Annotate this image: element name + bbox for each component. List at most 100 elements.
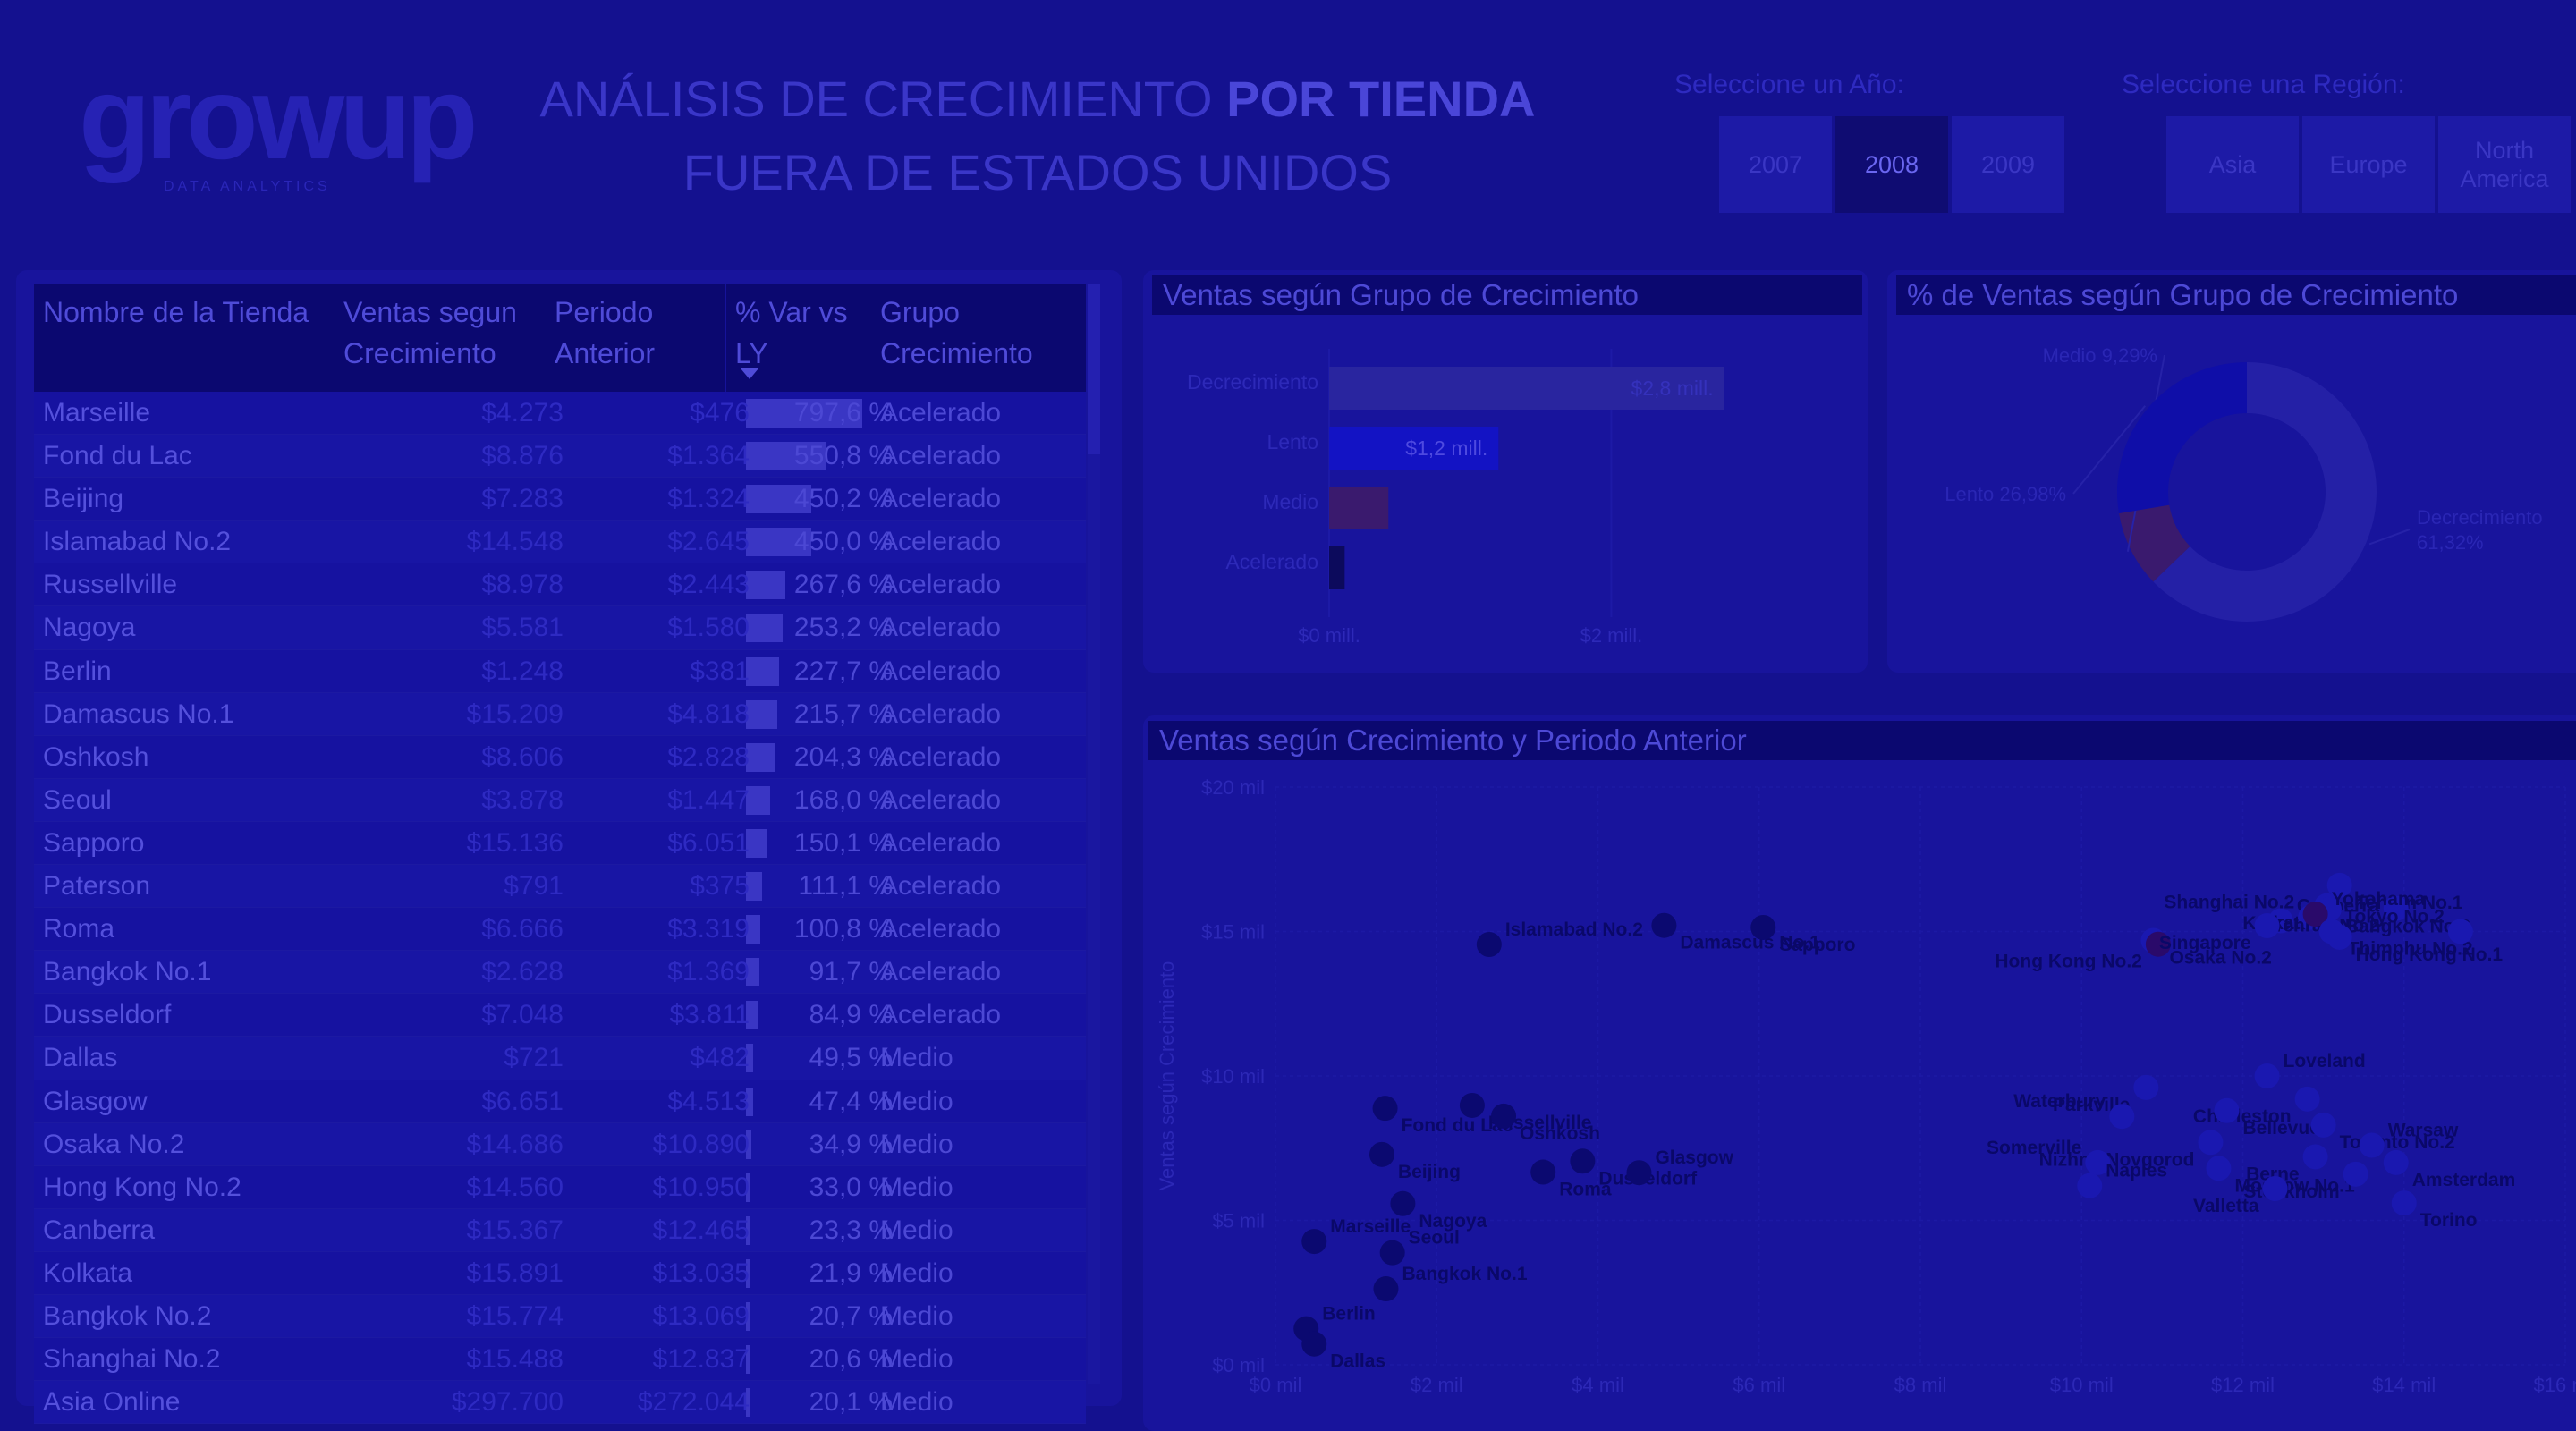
donut-leader-line xyxy=(2072,405,2147,495)
store-name-cell: Berlin xyxy=(43,656,112,686)
growth-group-cell: Acelerado xyxy=(880,613,1002,643)
previous-period-cell: $381 xyxy=(690,656,750,686)
sales-cell: $2.628 xyxy=(481,957,564,987)
table-row[interactable]: Nagoya $5.581 $1.580 253,2 % Acelerado xyxy=(34,606,1086,650)
table-row[interactable]: Paterson $791 $375 111,1 % Acelerado xyxy=(34,865,1086,909)
previous-period-cell: $2.645 xyxy=(667,527,750,557)
bar-category-label: Decrecimiento xyxy=(1187,370,1318,394)
scatter-point-label: Warsaw xyxy=(2388,1121,2459,1141)
table-row[interactable]: Russellville $8.978 $2.443 267,6 % Acelerado xyxy=(34,563,1086,607)
scatter-point-label: Osaka No.2 xyxy=(2169,948,2271,969)
table-scrollbar-thumb[interactable] xyxy=(1088,284,1100,454)
scatter-point-label: Marseille xyxy=(1330,1216,1411,1237)
scatter-point xyxy=(1301,1331,1327,1357)
scatter-point-label: Thimphu No.2 xyxy=(2348,939,2473,960)
column-header-store-name[interactable]: Nombre de la Tienda xyxy=(43,296,309,328)
scatter-point-label: Somerville xyxy=(1987,1138,2081,1158)
bar-value-label: $1,2 mill. xyxy=(1405,436,1487,460)
table-row[interactable]: Kolkata $15.891 $13.035 21,9 % Medio xyxy=(34,1251,1086,1295)
year-slicer-label: Seleccione un Año: xyxy=(1674,70,1904,99)
table-row[interactable]: Damascus No.1 $15.209 $4.818 215,7 % Acelera… xyxy=(34,692,1086,736)
year-option-2007[interactable]: 2007 xyxy=(1719,116,1832,213)
table-row[interactable]: Osaka No.2 $14.686 $10.890 34,9 % Medio xyxy=(34,1122,1086,1166)
bar-chart: $0 mill. $2 mill. Decrecimiento $2,8 mill. L… xyxy=(1187,349,1724,647)
region-option-asia[interactable]: Asia xyxy=(2166,116,2299,213)
scatter-x-tick-label: $8 mil xyxy=(1894,1374,1947,1395)
scatter-point-label: Parkville xyxy=(2053,1095,2130,1115)
table-row[interactable]: Islamabad No.2 $14.548 $2.645 450,0 % Aceler… xyxy=(34,521,1086,564)
growth-group-cell: Acelerado xyxy=(880,914,1002,944)
table-row[interactable]: Marseille $4.273 $476 797,6 % Acelerado xyxy=(34,392,1086,436)
scatter-point-label: Singapore xyxy=(2159,933,2251,953)
region-option-north-america[interactable]: North America xyxy=(2438,116,2571,213)
table-row[interactable]: Bangkok No.2 $15.774 $13.069 20,7 % Medio xyxy=(34,1294,1086,1339)
year-option-2009[interactable]: 2009 xyxy=(1952,116,2064,213)
table-row[interactable]: Dusseldorf $7.048 $3.811 84,9 % Acelerado xyxy=(34,994,1086,1037)
store-name-cell: Shanghai No.2 xyxy=(43,1344,221,1375)
column-divider xyxy=(724,284,726,392)
scatter-point xyxy=(2447,919,2473,944)
table-row[interactable]: Dallas $721 $482 49,5 % Medio xyxy=(34,1037,1086,1080)
scatter-chart-panel xyxy=(1143,716,2576,1431)
store-name-cell: Glasgow xyxy=(43,1086,148,1116)
sales-cell: $8.978 xyxy=(481,570,564,600)
scatter-point-label: Roma xyxy=(1559,1180,1612,1200)
title-line1-regular: ANÁLISIS DE CRECIMIENTO xyxy=(539,71,1227,127)
scatter-point xyxy=(2383,895,2409,921)
table-row[interactable]: Hong Kong No.2 $14.560 $10.950 33,0 % Medio xyxy=(34,1165,1086,1209)
scatter-point-label: Tehran No.1 xyxy=(2356,893,2463,913)
table-row[interactable]: Berlin $1.248 $381 227,7 % Acelerado xyxy=(34,649,1086,693)
title-line2: FUERA DE ESTADOS UNIDOS xyxy=(682,144,1393,200)
bar-x-tick-label: $2 mill. xyxy=(1580,624,1643,647)
column-header-previous-period[interactable]: Periodo Anterior xyxy=(555,296,656,369)
scatter-x-tick-label: $10 mil xyxy=(2050,1374,2114,1395)
var-ly-cell: 20,6 % xyxy=(809,1344,893,1375)
table-row[interactable]: Sapporo $15.136 $6.051 150,1 % Acelerado xyxy=(34,821,1086,866)
table-scrollbar[interactable] xyxy=(1088,284,1100,1384)
table-row[interactable]: Beijing $7.283 $1.324 450,2 % Acelerado xyxy=(34,478,1086,521)
table-row[interactable]: Bangkok No.1 $2.628 $1.369 91,7 % Acelerado xyxy=(34,951,1086,995)
table-row[interactable]: Oshkosh $8.606 $2.828 204,3 % Acelerado xyxy=(34,735,1086,779)
scatter-point xyxy=(2326,872,2352,898)
table-row[interactable]: Seoul $3.878 $1.447 168,0 % Acelerado xyxy=(34,778,1086,822)
table-row[interactable]: Roma $6.666 $3.319 100,8 % Acelerado xyxy=(34,908,1086,952)
scatter-point-label: Berlin xyxy=(1322,1304,1376,1325)
donut-slice-decrecimiento xyxy=(2153,362,2377,622)
previous-period-cell: $13.069 xyxy=(652,1300,750,1331)
growth-group-cell: Acelerado xyxy=(880,784,1002,815)
table-row[interactable]: Glasgow $6.651 $4.513 47,4 % Medio xyxy=(34,1080,1086,1123)
scatter-point xyxy=(2133,1074,2159,1100)
growth-group-cell: Medio xyxy=(880,1257,953,1288)
var-data-bar xyxy=(746,571,785,600)
table-row[interactable]: Fond du Lac $8.876 $1.364 550,8 % Acelerado xyxy=(34,435,1086,478)
table-row[interactable]: Asia Online $297.700 $272.044 20,1 % Medio xyxy=(34,1381,1086,1425)
sales-cell: $6.666 xyxy=(481,914,564,944)
logo-subtitle: DATA ANALYTICS xyxy=(164,179,331,194)
donut-slice-lento xyxy=(2117,362,2247,513)
scatter-point xyxy=(1368,1141,1394,1167)
year-option-2008[interactable]: 2008 xyxy=(1835,116,1948,213)
scatter-point-label: Fond du Lac xyxy=(1402,1115,1513,1136)
growth-group-cell: Acelerado xyxy=(880,1000,1002,1030)
var-ly-cell: 33,0 % xyxy=(809,1172,893,1202)
scatter-point xyxy=(1530,1159,1556,1185)
var-data-bar xyxy=(746,699,778,729)
column-header-sales[interactable]: Ventas segun Crecimiento xyxy=(343,296,517,369)
sort-descending-icon[interactable] xyxy=(741,368,758,379)
var-ly-cell: 20,7 % xyxy=(809,1300,893,1331)
previous-period-cell: $6.051 xyxy=(667,827,750,858)
table-row[interactable]: Shanghai No.2 $15.488 $12.837 20,6 % Medio xyxy=(34,1338,1086,1382)
scatter-point-label: Seoul xyxy=(1409,1228,1460,1249)
table-row[interactable]: Canberra $15.367 $12.465 23,3 % Medio xyxy=(34,1208,1086,1252)
scatter-point xyxy=(1570,1148,1596,1174)
region-option-europe[interactable]: Europe xyxy=(2302,116,2435,213)
var-data-bar xyxy=(746,1044,754,1073)
column-header-var-ly[interactable]: % Var vs LY xyxy=(735,296,848,369)
sales-cell: $15.891 xyxy=(466,1257,564,1288)
previous-period-cell: $1.580 xyxy=(667,613,750,643)
previous-period-cell: $4.513 xyxy=(667,1086,750,1116)
growth-group-cell: Medio xyxy=(880,1387,953,1418)
growth-group-cell: Medio xyxy=(880,1043,953,1073)
var-ly-cell: 204,3 % xyxy=(793,741,893,772)
column-header-growth-group[interactable]: Grupo Crecimiento xyxy=(880,296,1033,369)
